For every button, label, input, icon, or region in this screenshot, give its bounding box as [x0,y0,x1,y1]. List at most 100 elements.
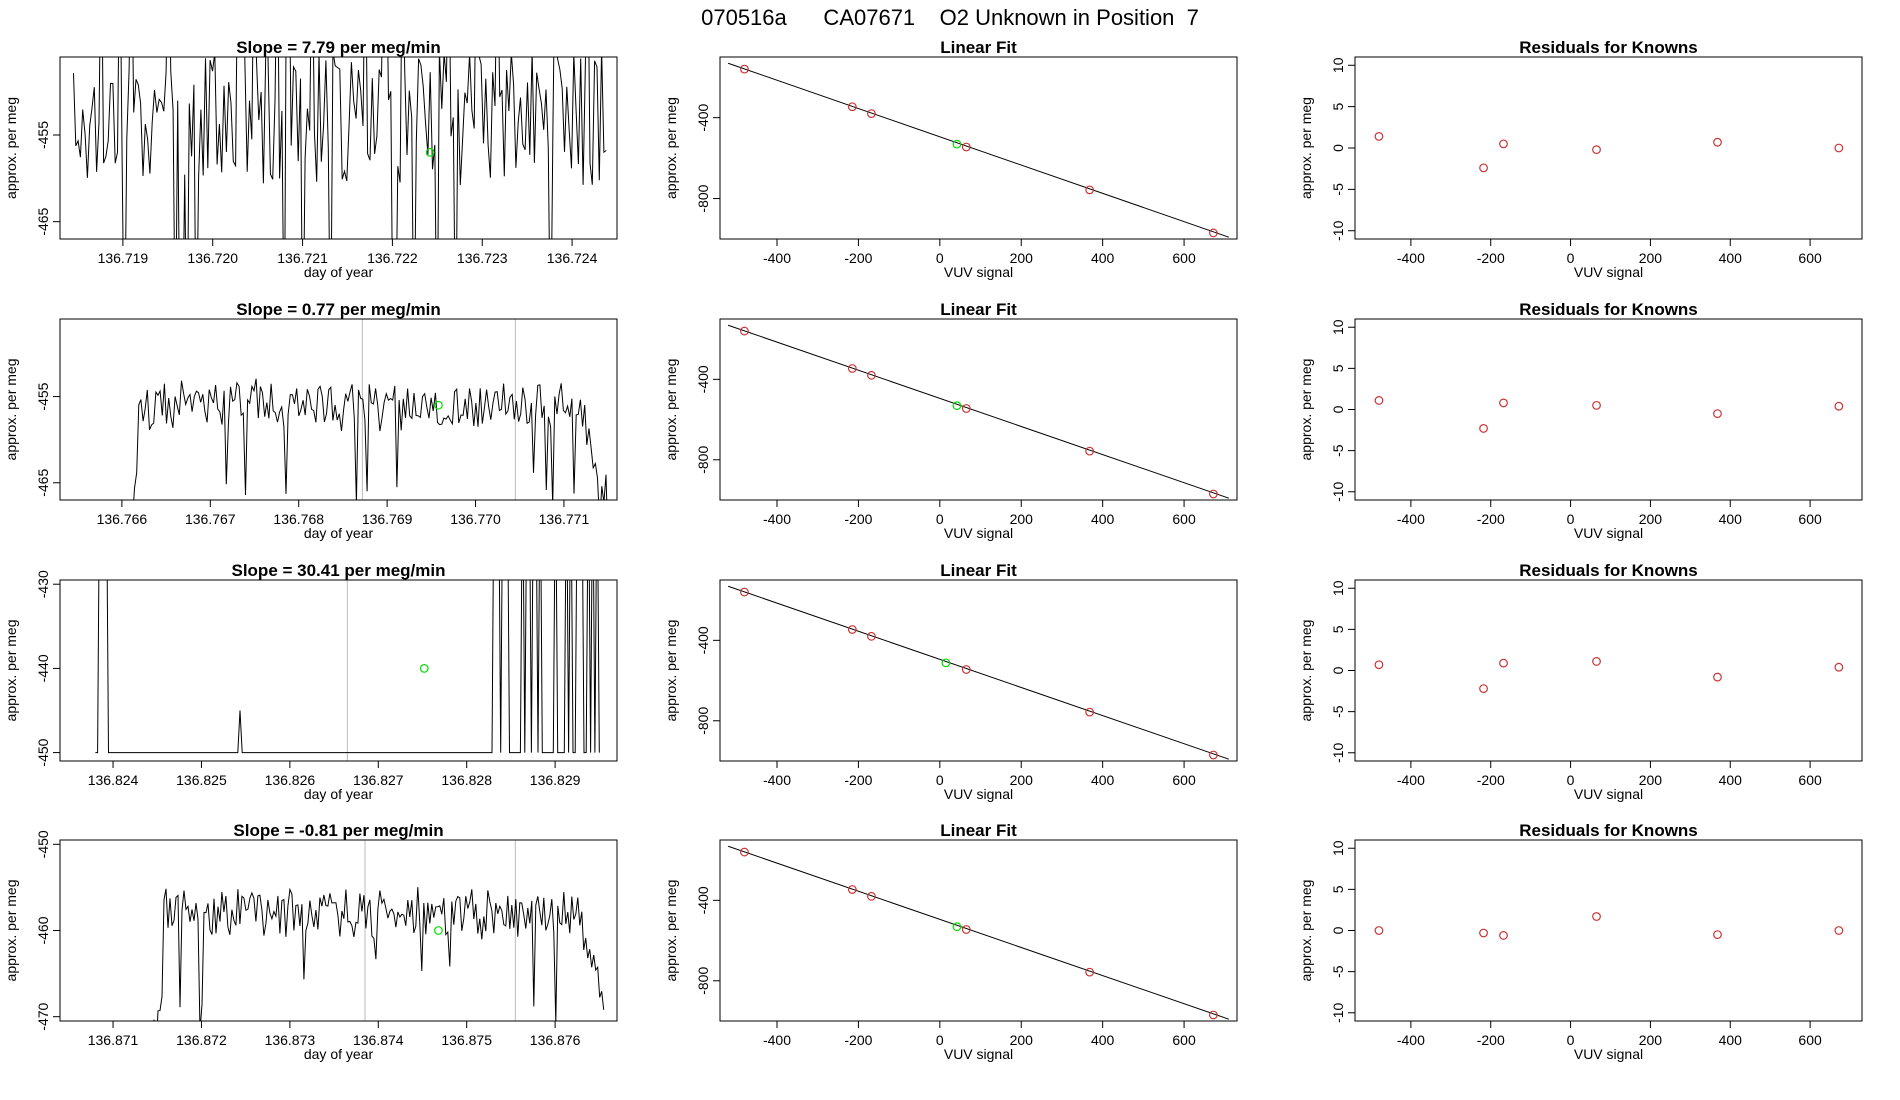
x-tick-label: 136.770 [450,511,501,527]
data-point [1834,401,1844,411]
y-tick-label: -10 [1330,481,1346,501]
x-tick-label: 200 [1010,1032,1034,1048]
x-tick-label: 136.824 [88,772,139,788]
y-tick-label: -450 [35,830,51,858]
data-point [1834,926,1844,935]
x-tick-label: 600 [1172,511,1196,527]
x-tick-label: 136.826 [265,772,316,788]
x-axis-label: VUV signal [944,786,1013,802]
panel-title: Linear Fit [940,561,1017,580]
data-point [1592,912,1601,921]
series-line [73,57,607,239]
plot-area [727,845,1230,1020]
fit-line [727,324,1230,499]
panel-r2c1: Slope = 0.77 per meg/min 136.766 136.767 13… [3,300,618,541]
data-point [1834,662,1844,672]
x-tick-label: 136.766 [97,511,148,527]
y-tick-label: -450 [35,738,51,766]
x-tick-label: 0 [936,250,944,266]
y-tick-label: -800 [695,446,711,474]
x-tick-label: 0 [936,511,944,527]
panel-r3c2: Linear Fit -400 -200 0 200 400 600 -400 -800 VUV … [663,561,1238,802]
y-tick-label: -5 [1330,183,1346,196]
x-axis-label: VUV signal [944,1046,1013,1062]
y-tick-label: -440 [35,654,51,682]
x-tick-label: 400 [1091,1032,1115,1048]
x-tick-label: 136.769 [362,511,413,527]
panel-title: Residuals for Knowns [1519,38,1698,57]
fit-line [727,845,1230,1020]
data-point [1085,707,1095,717]
x-tick-label: 136.827 [353,772,404,788]
x-tick-label: 0 [1567,511,1575,527]
y-tick-label: -10 [1330,220,1346,240]
plot-frame [59,839,618,1022]
panel-r1c2: Linear Fit -400 -200 0 200 400 600 -400 -800 VUV … [663,38,1238,280]
x-tick-label: -200 [1477,511,1505,527]
figure-title: 070516a CA07671 O2 Unknown in Position 7 [701,5,1199,30]
x-axis-label: VUV signal [944,525,1013,541]
panel-r1c1: Slope = 7.79 per meg/min 136.719 136.720 13… [3,38,618,280]
data-point [1499,139,1508,149]
data-point [1479,684,1488,693]
y-tick-label: -400 [695,103,711,131]
panel-r3c1: Slope = 30.41 per meg/min 136.824 136.825 1… [3,561,618,802]
data-point [1479,928,1488,938]
plot-frame [719,579,1238,762]
data-point [1085,967,1095,977]
y-tick-label: 5 [1330,885,1346,893]
y-tick-label: 0 [1330,666,1346,674]
plot-area [1374,132,1844,173]
y-tick-label: 10 [1330,319,1346,335]
data-point [1085,446,1095,456]
data-point [1713,672,1722,682]
y-tick-label: -455 [35,121,51,149]
x-tick-label: 136.872 [176,1032,227,1048]
x-tick-label: 600 [1798,1032,1822,1048]
y-tick-label: -5 [1330,965,1346,978]
plot-frame [719,56,1238,240]
data-point [740,64,749,74]
x-tick-label: 600 [1798,250,1822,266]
y-tick-label: -430 [35,570,51,598]
plot-frame [1354,318,1863,501]
y-axis-label: approx. per meg [1298,359,1314,461]
y-tick-label: 0 [1330,405,1346,413]
x-tick-label: 200 [1010,511,1034,527]
x-tick-label: 600 [1172,250,1196,266]
x-tick-label: 136.721 [277,250,328,266]
unknown-point [952,922,962,932]
x-tick-label: 136.724 [547,250,598,266]
y-tick-label: -800 [695,707,711,735]
x-tick-label: 136.828 [441,772,492,788]
x-tick-label: 136.722 [367,250,418,266]
panels-grid: Slope = 7.79 per meg/min 136.719 136.720 13… [3,38,1863,1062]
y-axis-label: approx. per meg [663,880,679,982]
y-tick-label: -460 [35,916,51,944]
x-tick-label: -200 [1477,250,1505,266]
x-tick-label: -200 [844,250,872,266]
x-tick-label: -200 [1477,772,1505,788]
plot-frame [59,579,618,762]
data-point [740,587,749,597]
x-tick-label: 200 [1639,250,1663,266]
y-axis-label: approx. per meg [3,620,19,722]
y-tick-label: 0 [1330,926,1346,934]
x-tick-label: -400 [763,250,791,266]
plot-area [1374,396,1844,433]
y-tick-label: -455 [35,382,51,410]
plot-frame [1354,579,1863,762]
x-tick-label: 200 [1639,1032,1663,1048]
y-axis-label: approx. per meg [663,620,679,722]
x-axis-label: VUV signal [944,264,1013,280]
panel-r2c2: Linear Fit -400 -200 0 200 400 600 -400 -800 VUV … [663,300,1238,541]
x-tick-label: 400 [1091,772,1115,788]
data-point [1713,409,1722,419]
x-tick-label: 400 [1719,772,1743,788]
y-tick-label: -400 [695,626,711,654]
y-axis-label: approx. per meg [3,880,19,982]
panel-title: Residuals for Knowns [1519,561,1698,580]
unknown-marker [425,147,435,157]
x-tick-label: -200 [1477,1032,1505,1048]
y-tick-label: -800 [695,967,711,995]
